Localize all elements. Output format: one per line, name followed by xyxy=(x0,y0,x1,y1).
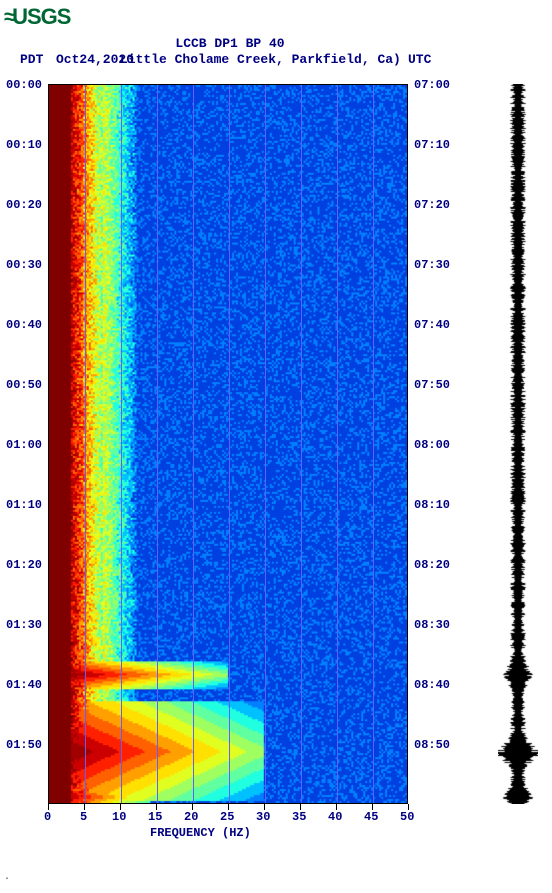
y-left-tick-label: 01:40 xyxy=(6,678,42,692)
x-tick xyxy=(264,804,265,810)
x-tick-label: 30 xyxy=(256,810,270,824)
grid-line xyxy=(229,85,230,803)
x-tick-label: 0 xyxy=(44,810,51,824)
y-right-tick-label: 08:10 xyxy=(414,498,450,512)
y-right-tick-label: 08:40 xyxy=(414,678,450,692)
x-tick xyxy=(408,804,409,810)
x-tick-label: 5 xyxy=(80,810,87,824)
x-tick xyxy=(228,804,229,810)
y-right-tick-label: 08:20 xyxy=(414,558,450,572)
x-tick xyxy=(300,804,301,810)
grid-line xyxy=(265,85,266,803)
y-left-tick-label: 00:20 xyxy=(6,198,42,212)
x-tick-label: 35 xyxy=(292,810,306,824)
usgs-logo: ≈USGS xyxy=(4,4,70,30)
x-tick xyxy=(336,804,337,810)
y-left-tick-label: 00:40 xyxy=(6,318,42,332)
x-axis-title: FREQUENCY (HZ) xyxy=(150,826,251,840)
y-left-tick-label: 00:50 xyxy=(6,378,42,392)
x-tick-label: 10 xyxy=(112,810,126,824)
y-left-tick-label: 00:30 xyxy=(6,258,42,272)
grid-line xyxy=(373,85,374,803)
tz-left: PDT xyxy=(20,52,43,67)
y-left-tick-label: 00:10 xyxy=(6,138,42,152)
y-right-tick-label: 07:40 xyxy=(414,318,450,332)
y-left-tick-label: 00:00 xyxy=(6,78,42,92)
x-tick xyxy=(48,804,49,810)
x-tick-label: 25 xyxy=(220,810,234,824)
y-left-tick-label: 01:30 xyxy=(6,618,42,632)
grid-line xyxy=(157,85,158,803)
x-tick xyxy=(120,804,121,810)
y-right-tick-label: 07:30 xyxy=(414,258,450,272)
grid-line xyxy=(301,85,302,803)
x-tick-label: 45 xyxy=(364,810,378,824)
x-tick xyxy=(372,804,373,810)
grid-line xyxy=(85,85,86,803)
y-right-tick-label: 08:30 xyxy=(414,618,450,632)
y-left-tick-label: 01:00 xyxy=(6,438,42,452)
grid-line xyxy=(193,85,194,803)
y-right-tick-label: 07:50 xyxy=(414,378,450,392)
footer-mark: . xyxy=(4,872,10,883)
logo-wave-icon: ≈ xyxy=(4,4,10,30)
y-right-tick-label: 08:50 xyxy=(414,738,450,752)
y-right-tick-label: 07:00 xyxy=(414,78,450,92)
spectrogram-plot xyxy=(48,84,408,804)
y-left-tick-label: 01:10 xyxy=(6,498,42,512)
x-tick xyxy=(156,804,157,810)
grid-line xyxy=(337,85,338,803)
y-right-tick-label: 08:00 xyxy=(414,438,450,452)
spectrogram-canvas xyxy=(49,85,407,803)
x-tick xyxy=(192,804,193,810)
y-right-tick-label: 07:20 xyxy=(414,198,450,212)
x-tick xyxy=(84,804,85,810)
x-tick-label: 50 xyxy=(400,810,414,824)
x-tick-label: 40 xyxy=(328,810,342,824)
y-right-tick-label: 07:10 xyxy=(414,138,450,152)
waveform-trace xyxy=(498,84,538,804)
logo-text: USGS xyxy=(12,4,70,29)
y-left-tick-label: 01:50 xyxy=(6,738,42,752)
y-left-tick-label: 01:20 xyxy=(6,558,42,572)
x-tick-label: 15 xyxy=(148,810,162,824)
x-tick-label: 20 xyxy=(184,810,198,824)
station-title: LCCB DP1 BP 40 xyxy=(0,36,460,51)
location: Little Cholame Creek, Parkfield, Ca) xyxy=(120,52,401,67)
grid-line xyxy=(121,85,122,803)
tz-right: UTC xyxy=(408,52,431,67)
